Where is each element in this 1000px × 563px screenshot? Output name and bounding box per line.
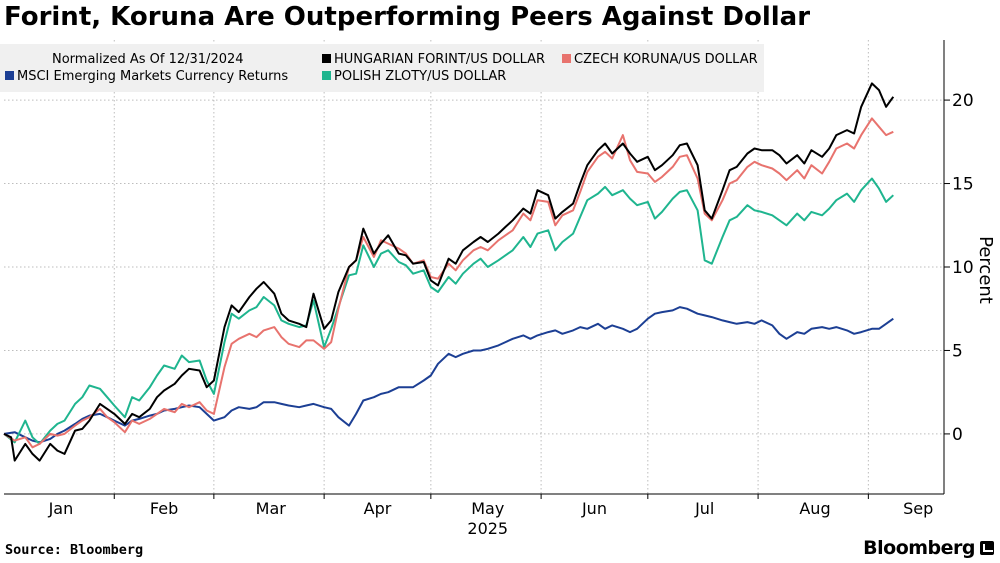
brand-logo: Bloomberg xyxy=(863,537,994,559)
legend-swatch-forint xyxy=(322,54,331,63)
x-tick-label: Mar xyxy=(256,499,287,518)
series-line-1 xyxy=(3,117,894,449)
legend-item-msci: MSCI Emerging Markets Currency Returns xyxy=(5,69,288,85)
y-tick-label: 20 xyxy=(952,91,974,111)
y-tick-label: 0 xyxy=(952,425,963,445)
chart-title: Forint, Koruna Are Outperforming Peers A… xyxy=(4,2,811,32)
legend-swatch-koruna xyxy=(562,54,571,63)
bloomberg-chart-icon xyxy=(980,541,994,555)
series-line-0 xyxy=(3,82,895,462)
y-tick-label: 15 xyxy=(952,175,974,195)
x-tick-label: Sep xyxy=(903,499,933,518)
legend-note: Normalized As Of 12/31/2024 xyxy=(52,52,244,67)
x-tick-label: Feb xyxy=(150,499,178,518)
x-tick-label: Jan xyxy=(48,499,74,518)
legend-item-koruna: CZECH KORUNA/US DOLLAR xyxy=(562,52,758,68)
x-tick-label: Jul xyxy=(694,499,714,518)
x-tick-label: May xyxy=(471,499,504,518)
legend-item-zloty: POLISH ZLOTY/US DOLLAR xyxy=(322,69,506,85)
gridlines xyxy=(4,40,944,494)
x-tick-label: Jun xyxy=(581,499,607,518)
y-tick-label: 5 xyxy=(952,341,963,361)
legend: Normalized As Of 12/31/2024 HUNGARIAN FO… xyxy=(0,44,764,92)
x-tick-label: Apr xyxy=(364,499,392,518)
x-tick-label: Aug xyxy=(799,499,830,518)
source-note: Source: Bloomberg xyxy=(5,542,144,558)
series-line-2 xyxy=(3,177,894,445)
y-tick-label: 10 xyxy=(952,258,974,278)
axes: 0 5 10 15 20 Jan Feb Mar Apr May Jun Jul Aug Sep 2025 P… xyxy=(4,40,996,538)
x-year-label: 2025 xyxy=(467,519,508,538)
series-lines xyxy=(3,82,895,462)
legend-swatch-zloty xyxy=(322,71,331,80)
y-axis-label: Percent xyxy=(975,236,996,304)
legend-item-forint: HUNGARIAN FORINT/US DOLLAR xyxy=(322,52,545,68)
legend-swatch-msci xyxy=(5,71,14,80)
